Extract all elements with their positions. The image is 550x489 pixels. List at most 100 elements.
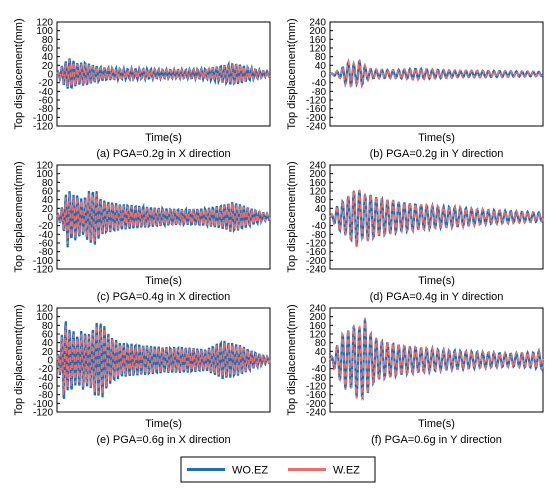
ylabel-e: Top displacement(mm) (13, 304, 25, 415)
ytick-label-e-7: 20 (42, 347, 54, 358)
ytick-label-e-1: -100 (33, 399, 53, 410)
ytick-label-e-10: 80 (42, 321, 54, 332)
ytick-label-d-5: -40 (312, 221, 327, 232)
ytick-label-f-2: -160 (306, 390, 326, 401)
legend-label-w-ez: W.EZ (333, 465, 360, 477)
caption-b: (b) PGA=0.2g in Y direction (370, 148, 504, 160)
ytick-label-b-5: -40 (312, 78, 327, 89)
caption-c: (c) PGA=0.4g in X direction (97, 291, 231, 303)
ytick-label-d-8: 80 (315, 195, 327, 206)
ylabel-c: Top displacement(mm) (13, 161, 25, 272)
ytick-label-a-6: 0 (47, 70, 53, 81)
ytick-label-f-11: 200 (309, 312, 326, 323)
ytick-label-e-12: 120 (36, 304, 53, 315)
ytick-label-d-7: 40 (315, 204, 327, 215)
ytick-label-f-4: -80 (312, 373, 327, 384)
ytick-label-a-0: -120 (33, 122, 53, 133)
ytick-label-a-10: 80 (42, 35, 54, 46)
ytick-label-c-4: -40 (39, 230, 54, 241)
ytick-label-b-4: -80 (312, 87, 327, 98)
ytick-label-a-2: -80 (39, 104, 54, 115)
series-line-b-w-ez (329, 59, 544, 90)
ytick-label-e-11: 100 (36, 312, 53, 323)
ytick-label-a-1: -100 (33, 113, 53, 124)
ytick-label-b-12: 240 (309, 18, 326, 29)
ytick-label-b-8: 80 (315, 52, 327, 63)
xlabel-c: Time(s) (145, 275, 182, 287)
ytick-label-f-5: -40 (312, 364, 327, 375)
ytick-label-c-11: 100 (36, 169, 53, 180)
ytick-label-b-10: 160 (309, 35, 326, 46)
ytick-label-d-10: 160 (309, 178, 326, 189)
ytick-label-f-7: 40 (315, 347, 327, 358)
series-line-a-wo-ez (56, 58, 272, 89)
caption-d: (d) PGA=0.4g in Y direction (370, 291, 504, 303)
xlabel-e: Time(s) (145, 418, 182, 430)
ytick-label-b-1: -200 (306, 113, 326, 124)
ytick-label-a-8: 40 (42, 52, 54, 63)
ytick-label-a-5: -20 (39, 78, 54, 89)
ytick-label-f-3: -120 (306, 382, 326, 393)
ytick-label-a-11: 100 (36, 26, 53, 37)
ytick-label-c-2: -80 (39, 247, 54, 258)
ytick-label-b-6: 0 (320, 70, 326, 81)
ytick-label-b-2: -160 (306, 104, 326, 115)
ytick-label-f-6: 0 (320, 356, 326, 367)
ytick-label-d-11: 200 (309, 169, 326, 180)
ytick-label-f-8: 80 (315, 338, 327, 349)
ytick-label-a-4: -40 (39, 87, 54, 98)
ytick-label-b-0: -240 (306, 122, 326, 133)
ytick-label-e-9: 60 (42, 330, 54, 341)
series-line-e-w-ez (56, 325, 271, 396)
ytick-label-b-7: 40 (315, 61, 327, 72)
ylabel-a: Top displacement(mm) (13, 18, 25, 129)
ylabel-f: Top displacement(mm) (286, 304, 298, 415)
ytick-label-e-6: 0 (47, 356, 53, 367)
ytick-label-e-4: -40 (39, 373, 54, 384)
series-line-a-w-ez (56, 59, 271, 89)
series-line-d-w-ez (329, 189, 544, 248)
ytick-label-f-1: -200 (306, 399, 326, 410)
caption-a: (a) PGA=0.2g in X direction (96, 148, 230, 160)
ytick-label-b-3: -120 (306, 96, 326, 107)
ytick-label-f-10: 160 (309, 321, 326, 332)
ytick-label-e-2: -80 (39, 390, 54, 401)
ylabel-d: Top displacement(mm) (286, 161, 298, 272)
ytick-label-d-3: -120 (306, 239, 326, 250)
ytick-label-b-9: 120 (309, 44, 326, 55)
ytick-label-d-1: -200 (306, 256, 326, 267)
ytick-label-d-12: 240 (309, 161, 326, 172)
ytick-label-a-9: 60 (42, 44, 54, 55)
ytick-label-c-12: 120 (36, 161, 53, 172)
ytick-label-e-0: -120 (33, 408, 53, 419)
ytick-label-c-7: 20 (42, 204, 54, 215)
xlabel-a: Time(s) (145, 132, 182, 144)
ytick-label-c-0: -120 (33, 265, 53, 276)
legend-label-wo-ez: WO.EZ (232, 465, 268, 477)
ytick-label-f-12: 240 (309, 304, 326, 315)
caption-f: (f) PGA=0.6g in Y direction (371, 434, 502, 446)
ytick-label-d-2: -160 (306, 247, 326, 258)
ytick-label-c-1: -100 (33, 256, 53, 267)
ytick-label-e-3: -60 (39, 382, 54, 393)
caption-e: (e) PGA=0.6g in X direction (96, 434, 230, 446)
ytick-label-c-3: -60 (39, 239, 54, 250)
ytick-label-a-7: 20 (42, 61, 54, 72)
ytick-label-c-10: 80 (42, 178, 54, 189)
ytick-label-c-9: 60 (42, 187, 54, 198)
ytick-label-d-9: 120 (309, 187, 326, 198)
legend: WO.EZ W.EZ (180, 456, 376, 483)
ytick-label-d-4: -80 (312, 230, 327, 241)
ytick-label-e-5: -20 (39, 364, 54, 375)
ytick-label-b-11: 200 (309, 26, 326, 37)
ytick-label-a-12: 120 (36, 18, 53, 29)
ytick-label-e-8: 40 (42, 338, 54, 349)
